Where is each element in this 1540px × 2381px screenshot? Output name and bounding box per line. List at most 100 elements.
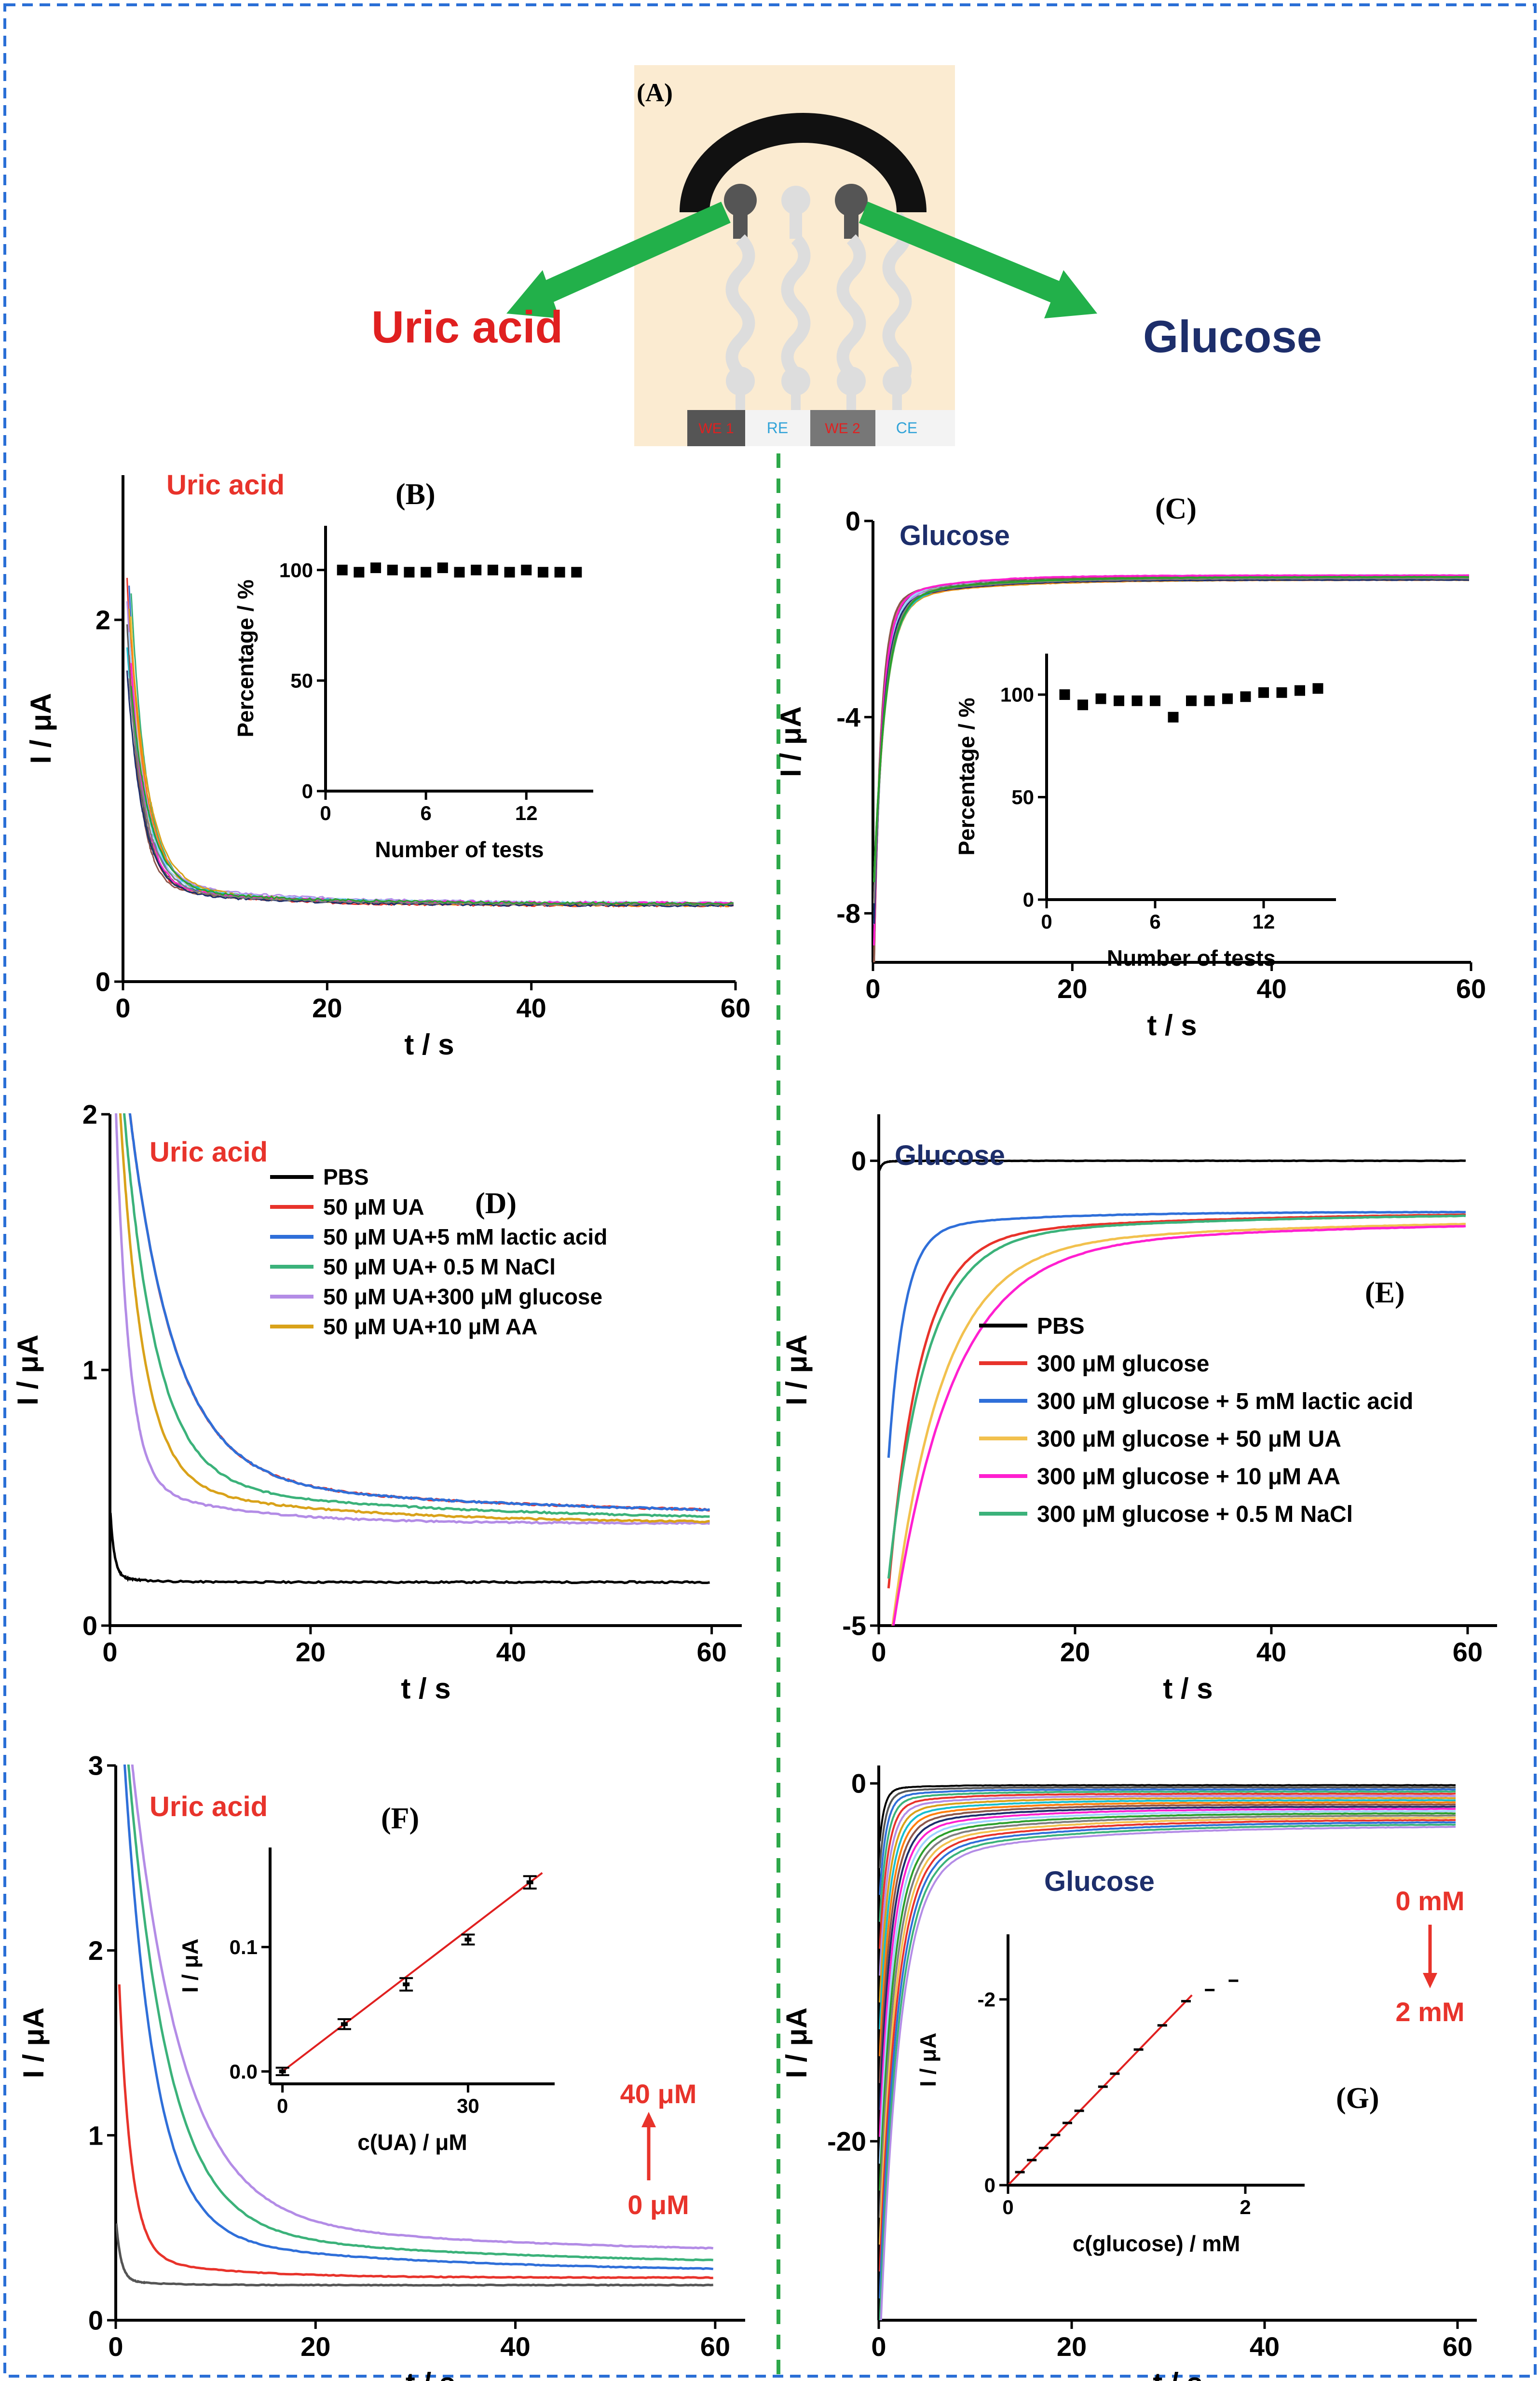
panel-d-legend-label: 50 μM UA+ 0.5 M NaCl: [323, 1254, 556, 1279]
panel-b-inset-data-point: [337, 564, 348, 575]
panel-b-inset-data-point: [370, 562, 382, 574]
panel-b-x-tick-label: 60: [721, 993, 750, 1023]
panel-c-inset-y-tick-label: 100: [1000, 684, 1034, 706]
panel-c-panel-label: (C): [1155, 493, 1197, 525]
panel-g-y-tick-label: 0: [851, 1768, 866, 1799]
panel-e-series-group: [879, 1159, 1466, 1626]
panel-b-series-group: [126, 577, 734, 908]
panel-e-series-line: [879, 1159, 1466, 1171]
panel-c-inset-x-tick-label: 0: [1041, 910, 1052, 933]
panel-g-inset-x-label: c(glucose) / mM: [1073, 2231, 1240, 2256]
panel-g-x-tick-label: 40: [1250, 2331, 1280, 2362]
panel-c-series-line: [873, 577, 1470, 903]
panel-e-x-tick-label: 40: [1256, 1637, 1286, 1667]
panel-g-series-line: [879, 1806, 1456, 2110]
panel-f-series-line: [123, 1765, 713, 2271]
panel-b-chart: 0 20 40 60 0 2 t / s I / μA Uric acid (B) 0 6 12 0 50 1…: [25, 469, 750, 1061]
panel-e-legend-label: 300 μM glucose + 10 μM AA: [1037, 1464, 1340, 1490]
panel-g-series-line: [879, 1790, 1456, 1922]
panel-e-x-tick-label: 20: [1060, 1637, 1090, 1667]
panel-d-chart: 0 20 40 60 0 1 2 t / s I / μA PBS 50 μM UA 50 μM UA…: [12, 1099, 742, 1705]
panel-b-inset-y-tick-label: 100: [279, 559, 313, 581]
panel-f-series-group: [116, 1765, 714, 2287]
pad-re-label: RE: [767, 419, 788, 437]
panel-c-inset-data-point: [1258, 687, 1269, 698]
panel-c-inset-data-point: [1204, 695, 1215, 706]
panel-f-inset-y-label: I / μA: [177, 1939, 203, 1993]
panel-e-legend-label: PBS: [1037, 1314, 1085, 1339]
panel-g-inset-fit-line: [1007, 1994, 1193, 2186]
panel-d-y-label: I / μA: [12, 1335, 44, 1406]
arrow-glucose: [859, 201, 1097, 318]
panel-e-legend-label: 300 μM glucose + 5 mM lactic acid: [1037, 1389, 1413, 1414]
panel-g-series-line: [879, 1797, 1456, 2003]
panel-f-y-tick-label: 3: [88, 1751, 103, 1781]
panel-b-annotation: Uric acid: [166, 469, 285, 501]
panel-b-inset-y-label: Percentage / %: [233, 579, 258, 737]
panel-d-y-tick-label: 1: [82, 1355, 97, 1385]
panel-b-x-tick-label: 0: [115, 993, 130, 1023]
panel-f-series-line: [116, 2223, 713, 2287]
panel-g-series-line: [879, 1793, 1456, 1949]
panel-b-inset-data-point: [404, 567, 415, 578]
panel-b-inset-x-tick-label: 0: [320, 802, 331, 824]
panel-g-conc-bottom: 2 mM: [1395, 1997, 1464, 2027]
panel-b-inset-data-point: [437, 562, 448, 574]
panel-f-conc-top: 40 μM: [620, 2079, 697, 2109]
panel-b-series-line: [130, 616, 734, 907]
panel-g-series-line: [879, 1821, 1456, 2299]
panel-d-series-line: [110, 1513, 710, 1585]
panel-a-label: (A): [637, 78, 673, 107]
panel-f-series-line: [118, 1984, 713, 2279]
panel-f-inset-data-point: [526, 1880, 533, 1885]
panel-g-panel-label: (G): [1336, 2082, 1379, 2115]
arrow-uric-acid: [506, 202, 731, 318]
panel-b-series-line: [126, 647, 734, 906]
panel-c-series-group: [873, 574, 1470, 962]
panel-c-inset-data-point: [1222, 693, 1233, 704]
panel-c-inset-data-point: [1295, 685, 1305, 696]
panel-f-inset-data-point: [279, 2069, 286, 2074]
panel-e-series-line: [891, 1222, 1466, 1626]
panel-g-series-line: [879, 1814, 1456, 2218]
panel-g-series-line: [879, 1819, 1456, 2272]
panel-b-series-line: [128, 655, 734, 906]
panel-b-inset-y-tick-label: 0: [302, 780, 313, 803]
panel-g-series-line: [879, 1799, 1456, 2030]
panel-d-y-tick-label: 2: [82, 1099, 97, 1130]
panel-f-inset-y-tick-label: 0.1: [230, 1936, 258, 1958]
panel-b-y-tick-label: 2: [95, 605, 110, 635]
panel-g-series-line: [879, 1812, 1456, 2191]
panel-f-chart: 0 20 40 60 0 1 2 3 t / s I / μA 40 μM 0 μM Uric acid…: [17, 1751, 745, 2381]
panel-b-inset-x-label: Number of tests: [375, 837, 544, 862]
panel-f-conc-arrow-head: [641, 2112, 656, 2127]
panel-c-inset-data-point: [1131, 695, 1143, 706]
panel-b-x-tick-label: 40: [517, 993, 546, 1023]
panel-f-series-line: [127, 1765, 713, 2261]
pad-we2: [810, 410, 875, 446]
panel-g-x-label: t / s: [1153, 2367, 1202, 2381]
panel-b-panel-label: (B): [395, 478, 436, 511]
panel-c-inset-data-point: [1114, 695, 1124, 706]
panel-c-inset-x-tick-label: 6: [1149, 910, 1160, 933]
panel-b-series-line: [128, 632, 734, 905]
panel-c-x-label: t / s: [1147, 1009, 1197, 1041]
panel-g-y-tick-label: -20: [827, 2126, 866, 2157]
panel-e-legend-label: 300 μM glucose + 0.5 M NaCl: [1037, 1502, 1353, 1527]
panel-g-inset: 0 2 0 -2 c(glucose) / mM I / μA: [915, 1934, 1305, 2256]
panel-g-inset-y-tick-label: 0: [984, 2174, 995, 2197]
panel-g-series-line: [879, 1801, 1456, 2056]
panel-b-inset-data-point: [471, 564, 482, 575]
pad-ce-label: CE: [896, 419, 917, 437]
panel-c-inset-data-point: [1095, 693, 1106, 704]
panel-c-x-tick-label: 0: [865, 973, 880, 1004]
panel-f-y-tick-label: 1: [88, 2120, 103, 2150]
electrode-ce: [882, 212, 912, 410]
panel-e-x-tick-label: 0: [871, 1637, 886, 1667]
panel-g-conc-top: 0 mM: [1395, 1886, 1464, 1916]
panel-d-legend-label: 50 μM UA+10 μM AA: [323, 1314, 537, 1339]
panel-d-x-tick-label: 20: [296, 1637, 326, 1667]
panel-d-x-tick-label: 60: [696, 1637, 726, 1667]
panel-a-schematic: (A): [371, 65, 1322, 446]
pad-we1-label: WE 1: [698, 421, 734, 437]
